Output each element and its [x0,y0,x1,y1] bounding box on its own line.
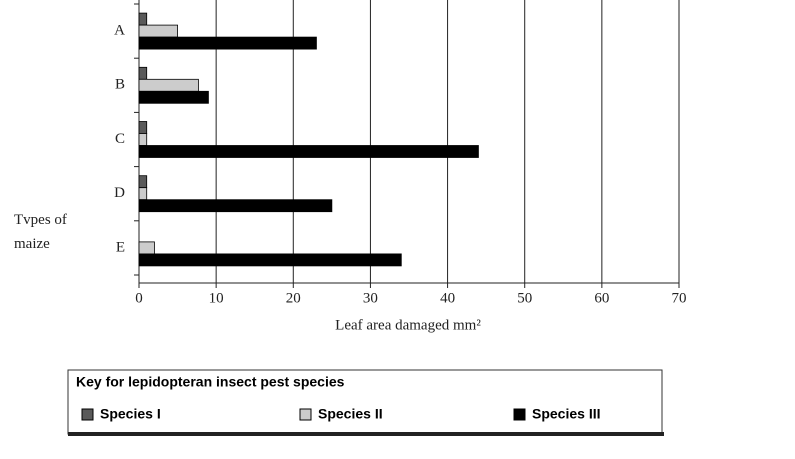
y-tick-label: D [114,185,125,201]
bar [138,175,148,189]
y-tick-label: A [114,23,125,39]
x-tick-label: 40 [440,290,455,306]
legend-label: Species II [318,406,383,422]
x-tick-label: 60 [594,290,609,306]
x-tick-label: 30 [363,290,378,306]
bar [138,121,148,134]
x-tick-label: 20 [286,290,301,306]
legend-swatch [513,408,526,421]
bar [138,145,479,158]
legend-swatch [81,408,94,421]
bar [138,66,148,80]
bar [138,78,199,92]
x-tick-label: 50 [517,290,532,306]
x-axis-label: Leaf area damaged mm² [335,317,481,333]
bar [138,133,148,146]
bar [138,241,155,255]
x-tick-label: 70 [672,290,687,306]
bar [138,187,148,201]
legend-label: Species I [100,406,161,422]
legend-title: Key for lepidopteran insect pest species [76,374,345,390]
y-axis-label: Tvpes of maize [14,212,67,252]
bar [138,24,178,38]
bar [138,36,317,50]
y-tick-label: C [115,131,125,147]
bar [138,253,402,267]
bar [138,12,148,26]
y-tick-label: B [115,77,125,93]
x-tick-label: 10 [209,290,224,306]
y-tick-label: E [116,239,125,255]
legend-label: Species III [532,406,600,422]
bar [138,90,209,104]
bar [138,199,333,213]
legend-box [67,369,663,435]
x-tick-label: 0 [135,290,143,306]
legend-swatch [299,408,312,421]
